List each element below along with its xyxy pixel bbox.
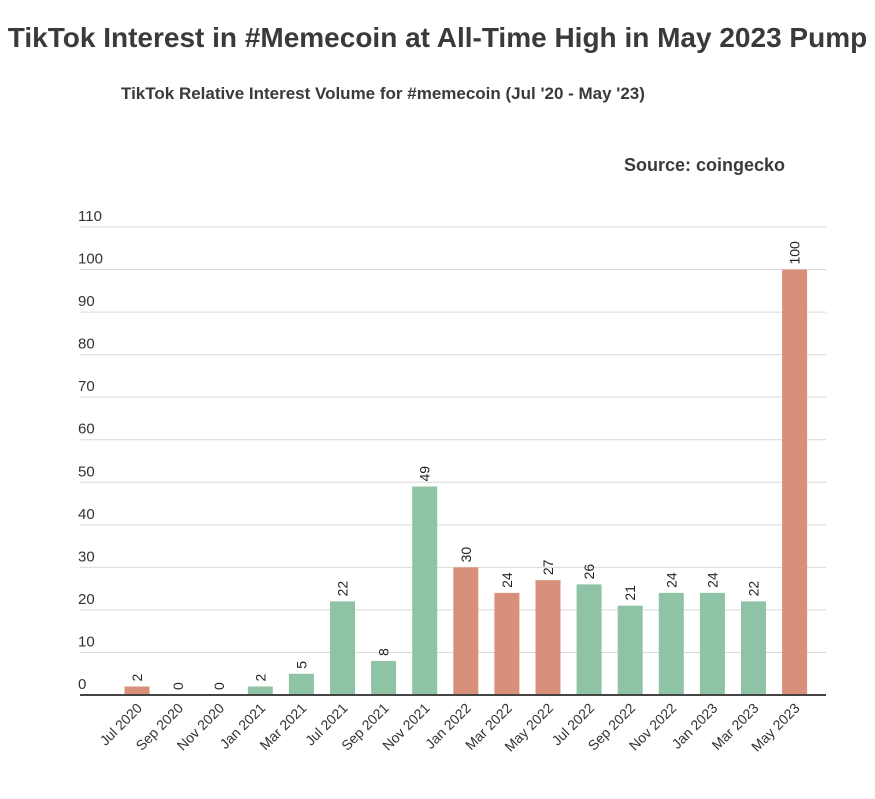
data-label: 2 — [252, 673, 268, 681]
data-label: 100 — [787, 241, 803, 265]
bar-mar-2021 — [288, 673, 314, 695]
bars — [124, 269, 808, 695]
bar-may-2022 — [535, 580, 561, 695]
source-label: Source: coingecko — [624, 155, 786, 175]
y-tick-label: 20 — [78, 591, 95, 608]
bar-sep-2022 — [617, 605, 643, 695]
bar-sep-2021 — [371, 660, 397, 695]
y-axis-ticks: 0 10 20 30 40 50 60 70 80 90 100 110 — [78, 208, 103, 693]
data-labels: 2 0 0 2 5 22 8 49 30 24 27 26 21 24 24 22 100 — [129, 241, 803, 690]
y-tick-label: 70 — [78, 378, 95, 395]
bar-jul-2021 — [330, 601, 355, 695]
chart-title: TikTok Interest in #Memecoin at All-Time… — [7, 22, 868, 53]
bar-jan-2022 — [453, 567, 479, 695]
bar-nov-2022 — [658, 592, 684, 695]
data-label: 22 — [746, 581, 762, 597]
data-label: 26 — [581, 564, 597, 580]
y-tick-label: 110 — [78, 208, 102, 225]
chart-subtitle: TikTok Relative Interest Volume for #mem… — [121, 84, 645, 103]
data-label: 49 — [417, 466, 433, 482]
y-tick-label: 90 — [78, 293, 95, 310]
data-label: 24 — [663, 572, 679, 588]
bar-may-2023 — [782, 269, 808, 695]
data-label: 22 — [335, 581, 351, 597]
grid-lines — [80, 226, 826, 653]
bar-mar-2022 — [494, 592, 520, 695]
data-label: 24 — [704, 572, 720, 588]
y-tick-label: 40 — [78, 506, 95, 523]
y-tick-label: 30 — [78, 548, 95, 565]
data-label: 21 — [622, 585, 638, 601]
bar-jan-2023 — [699, 592, 725, 695]
data-label: 8 — [376, 648, 392, 656]
data-label: 2 — [129, 673, 145, 681]
y-tick-label: 0 — [78, 676, 86, 693]
data-label: 0 — [170, 682, 186, 690]
y-tick-label: 10 — [78, 633, 95, 650]
y-tick-label: 60 — [78, 421, 95, 438]
data-label: 27 — [540, 559, 556, 575]
y-tick-label: 100 — [78, 251, 103, 268]
y-tick-label: 50 — [78, 463, 95, 480]
bar-nov-2021 — [412, 486, 438, 695]
bar-mar-2023 — [741, 601, 766, 695]
bar-jul-2020 — [124, 686, 150, 695]
bar-jan-2021 — [247, 686, 273, 695]
data-label: 5 — [293, 661, 309, 669]
data-label: 30 — [458, 547, 474, 563]
data-label: 0 — [211, 682, 227, 690]
y-tick-label: 80 — [78, 336, 95, 353]
bar-jul-2022 — [576, 584, 602, 695]
data-label: 24 — [499, 572, 515, 588]
